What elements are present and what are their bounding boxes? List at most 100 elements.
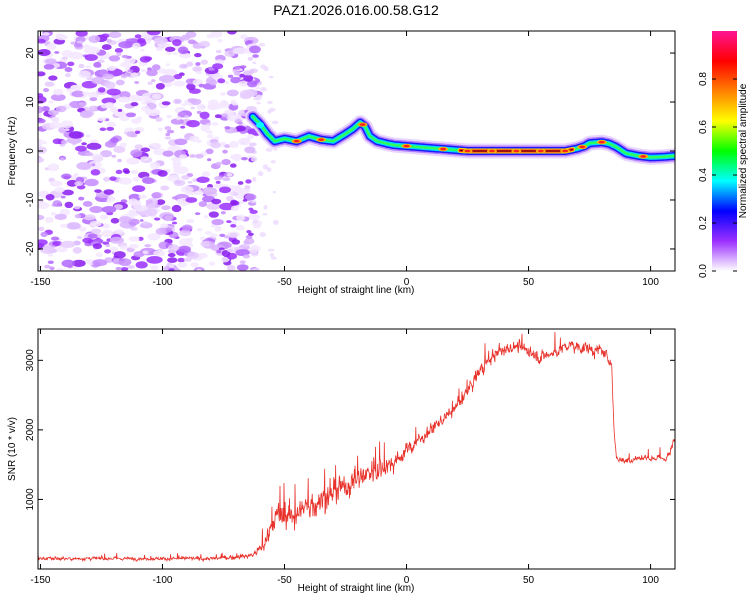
- noise-blob: [157, 68, 167, 74]
- noise-blob: [109, 246, 119, 253]
- snr-y-tick-label: 3000: [25, 349, 36, 372]
- noise-blob: [127, 264, 135, 269]
- noise-blob: [51, 236, 60, 241]
- noise-blob: [75, 31, 88, 37]
- noise-blob: [92, 243, 103, 250]
- noise-blob: [162, 150, 174, 157]
- noise-blob: [171, 196, 179, 200]
- spectrogram-x-tick-label: 100: [642, 277, 659, 288]
- noise-blob: [61, 56, 68, 60]
- noise-blob: [215, 49, 222, 54]
- noise-blob: [226, 264, 236, 271]
- noise-blob: [272, 190, 276, 194]
- noise-blob: [244, 88, 258, 97]
- noise-blob: [140, 156, 150, 161]
- noise-blob: [47, 260, 54, 265]
- noise-blob: [114, 48, 123, 53]
- noise-blob: [219, 186, 231, 194]
- noise-blob: [195, 62, 201, 66]
- noise-blob: [246, 80, 258, 88]
- noise-blob: [258, 42, 266, 47]
- ridge-peak-core: [440, 147, 447, 151]
- spectrogram-x-tick-label: 0: [404, 277, 410, 288]
- noise-blob: [210, 141, 221, 149]
- noise-blob: [164, 125, 172, 131]
- noise-blob: [200, 240, 211, 247]
- noise-blob: [84, 54, 98, 62]
- noise-blob: [164, 82, 171, 87]
- noise-blob: [117, 108, 123, 112]
- noise-blob: [226, 195, 234, 202]
- noise-blob: [217, 78, 226, 84]
- noise-blob: [95, 252, 104, 258]
- noise-blob: [137, 236, 144, 241]
- noise-blob: [247, 214, 261, 220]
- noise-blob: [144, 243, 152, 248]
- noise-blob: [113, 204, 123, 210]
- noise-blob: [48, 100, 54, 104]
- noise-blob: [234, 65, 241, 71]
- noise-blob: [168, 268, 175, 271]
- noise-blob: [110, 106, 118, 113]
- noise-blob: [89, 97, 98, 102]
- noise-blob: [61, 49, 73, 58]
- noise-blob: [230, 99, 237, 104]
- noise-blob: [224, 50, 236, 57]
- noise-blob: [215, 225, 222, 229]
- noise-blob: [272, 219, 279, 225]
- noise-blob: [181, 34, 191, 41]
- noise-blob: [230, 163, 237, 168]
- noise-blob: [244, 193, 257, 201]
- noise-blob: [167, 244, 180, 252]
- noise-blob: [81, 142, 87, 146]
- noise-blob: [41, 105, 50, 112]
- noise-blob: [44, 58, 57, 65]
- noise-blob: [199, 236, 206, 241]
- noise-blob: [128, 244, 139, 249]
- noise-blob: [146, 69, 158, 77]
- noise-blob: [134, 130, 141, 134]
- noise-blob: [153, 250, 166, 257]
- noise-blob: [142, 177, 155, 185]
- noise-blob: [43, 63, 55, 70]
- noise-blob: [235, 249, 250, 256]
- ridge-peak-core: [598, 140, 605, 144]
- noise-blob: [228, 192, 234, 195]
- noise-blob: [196, 139, 202, 144]
- noise-blob: [106, 38, 112, 43]
- noise-blob: [38, 106, 44, 114]
- noise-blob: [190, 106, 195, 110]
- noise-blob: [110, 217, 120, 224]
- snr-x-label: Height of straight line (km): [298, 583, 415, 594]
- ridge-start-blob: [256, 122, 265, 129]
- noise-blob: [204, 231, 212, 235]
- noise-blob: [82, 44, 91, 49]
- noise-blob: [121, 54, 129, 59]
- noise-blob: [135, 261, 148, 269]
- noise-blob: [120, 267, 129, 271]
- noise-blob: [187, 251, 200, 259]
- noise-blob: [245, 235, 253, 239]
- noise-blob: [151, 143, 162, 149]
- noise-blob: [45, 216, 54, 224]
- noise-blob: [248, 207, 254, 211]
- ridge-peak-core: [464, 149, 471, 153]
- noise-blob: [151, 79, 156, 83]
- noise-blob: [241, 137, 250, 143]
- noise-blob: [247, 247, 259, 254]
- noise-blob: [252, 61, 257, 65]
- noise-blob: [239, 34, 248, 40]
- noise-blob: [165, 51, 172, 55]
- noise-blob: [132, 176, 140, 182]
- noise-blob: [160, 185, 170, 191]
- noise-blob: [83, 46, 100, 55]
- noise-blob: [73, 43, 83, 48]
- noise-blob: [60, 120, 74, 129]
- noise-blob: [263, 204, 268, 210]
- noise-blob: [234, 187, 244, 193]
- noise-blob: [244, 146, 256, 154]
- colorbar-tick-label: 0.2: [698, 216, 709, 230]
- noise-blob: [194, 53, 202, 58]
- spectrogram-y-tick-label: 20: [25, 47, 36, 59]
